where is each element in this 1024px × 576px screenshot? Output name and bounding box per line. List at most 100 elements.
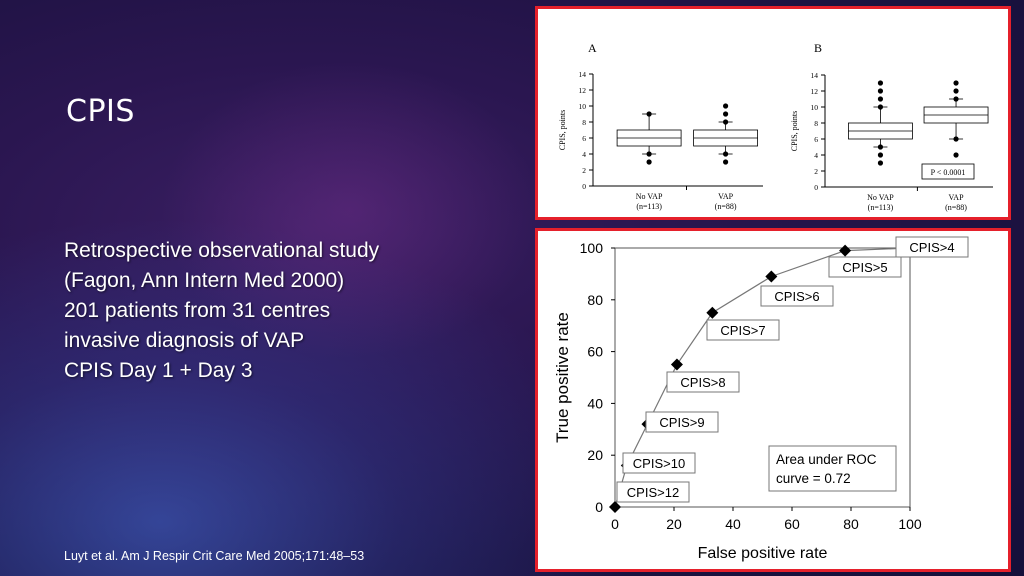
outlier-point (646, 151, 652, 157)
p-value-label: P < 0.0001 (931, 168, 966, 177)
x-tick-label: 20 (666, 516, 682, 532)
threshold-label: CPIS>8 (680, 375, 725, 390)
y-tick-label: 4 (582, 150, 586, 159)
boxplot-panel: A 0 2 4 6 8 10 12 14 CPIS, points No VAP (n=113) VAP… (535, 6, 1011, 220)
outlier-point (646, 159, 652, 165)
y-tick-label: 6 (814, 135, 818, 144)
panel-letter: A (588, 41, 597, 55)
outlier-point (877, 88, 884, 94)
threshold-label: CPIS>5 (842, 260, 887, 275)
outlier-point (953, 96, 959, 102)
plot-frame (614, 247, 911, 508)
roc-point-marker (706, 306, 719, 319)
outlier-point (877, 160, 884, 166)
body-line: 201 patients from 31 centres (64, 299, 331, 322)
x-tick-label: 100 (898, 516, 922, 532)
roc-chart-svg: 0 20 40 60 80 100 0 20 40 60 80 100 False positive r… (553, 236, 969, 562)
outlier-point (646, 111, 652, 117)
y-axis-label: CPIS, points (558, 110, 567, 150)
threshold-label-box (706, 319, 780, 341)
roc-point-marker (839, 244, 852, 257)
x-category-label: No VAP (867, 193, 894, 202)
x-tick-label: 60 (784, 516, 800, 532)
x-tick-label: 0 (611, 516, 619, 532)
y-tick-label: 14 (579, 70, 587, 79)
y-tick-label: 10 (811, 103, 819, 112)
threshold-label-box (760, 285, 834, 307)
y-tick-label: 20 (587, 447, 603, 463)
outlier-point (723, 111, 729, 117)
roc-panel: 0 20 40 60 80 100 0 20 40 60 80 100 False positive r… (535, 228, 1011, 572)
roc-point-marker (609, 501, 621, 513)
body-line: Retrospective observational study (64, 239, 380, 262)
y-tick-label: 0 (595, 499, 603, 515)
threshold-label-box (895, 236, 969, 258)
outlier-point (953, 136, 959, 142)
citation: Luyt et al. Am J Respir Crit Care Med 20… (64, 549, 365, 563)
outlier-point (723, 151, 729, 157)
body-line: (Fagon, Ann Intern Med 2000) (64, 269, 345, 292)
x-category-count: (n=88) (715, 202, 737, 211)
y-tick-label: 8 (582, 118, 586, 127)
y-axis-label: True positive rate (553, 312, 572, 443)
outlier-point (877, 104, 884, 110)
body-line: CPIS Day 1 + Day 3 (64, 359, 253, 382)
y-tick-label: 10 (579, 102, 587, 111)
y-tick-label: 80 (587, 292, 603, 308)
x-category-count: (n=113) (868, 203, 894, 212)
x-axis-label: False positive rate (698, 545, 828, 562)
threshold-label-box (666, 371, 740, 393)
threshold-label: CPIS>4 (909, 240, 954, 255)
threshold-label-box (645, 411, 719, 433)
threshold-label: CPIS>7 (720, 323, 765, 338)
threshold-label: CPIS>6 (774, 289, 819, 304)
slide-title: CPIS (66, 94, 135, 129)
auc-annotation-box (768, 445, 897, 492)
y-tick-label: 0 (582, 182, 586, 191)
y-tick-label: 60 (587, 344, 603, 360)
y-tick-label: 40 (587, 395, 603, 411)
threshold-label: CPIS>12 (627, 485, 679, 500)
x-category-count: (n=88) (945, 203, 967, 212)
x-category-label: VAP (949, 193, 965, 202)
outlier-point (723, 103, 729, 109)
roc-point-marker (670, 358, 683, 371)
threshold-label-box (828, 256, 902, 278)
x-tick-label: 80 (843, 516, 859, 532)
threshold-label-box (622, 452, 696, 474)
outlier-point (953, 88, 959, 94)
outlier-point (877, 152, 884, 158)
y-tick-label: 14 (811, 71, 819, 80)
y-tick-label: 8 (814, 119, 818, 128)
y-tick-label: 0 (814, 183, 818, 192)
outlier-point (723, 119, 729, 125)
y-tick-label: 2 (814, 167, 818, 176)
p-value-box (921, 163, 975, 180)
y-tick-label: 6 (582, 134, 586, 143)
outlier-point (877, 144, 884, 150)
y-tick-label: 4 (814, 151, 818, 160)
y-tick-label: 100 (580, 240, 604, 256)
y-tick-label: 12 (579, 86, 587, 95)
outlier-point (953, 152, 959, 158)
outlier-point (877, 96, 884, 102)
slide-body: Retrospective observational study (Fagon… (64, 236, 379, 386)
auc-annotation-line2: curve = 0.72 (776, 471, 851, 486)
threshold-label: CPIS>10 (633, 456, 685, 471)
roc-point-marker (765, 270, 778, 283)
x-category-label: No VAP (636, 192, 663, 201)
y-axis-label: CPIS, points (790, 111, 799, 151)
outlier-point (877, 80, 884, 86)
y-tick-label: 2 (582, 166, 586, 175)
x-tick-label: 40 (725, 516, 741, 532)
panel-letter: B (814, 41, 822, 55)
body-line: invasive diagnosis of VAP (64, 329, 305, 352)
outlier-point (723, 159, 729, 165)
x-category-count: (n=113) (636, 202, 662, 211)
y-tick-label: 12 (811, 87, 819, 96)
outlier-point (953, 80, 959, 86)
auc-annotation-line1: Area under ROC (776, 452, 877, 467)
threshold-label: CPIS>9 (659, 415, 704, 430)
threshold-label-box (616, 481, 690, 503)
